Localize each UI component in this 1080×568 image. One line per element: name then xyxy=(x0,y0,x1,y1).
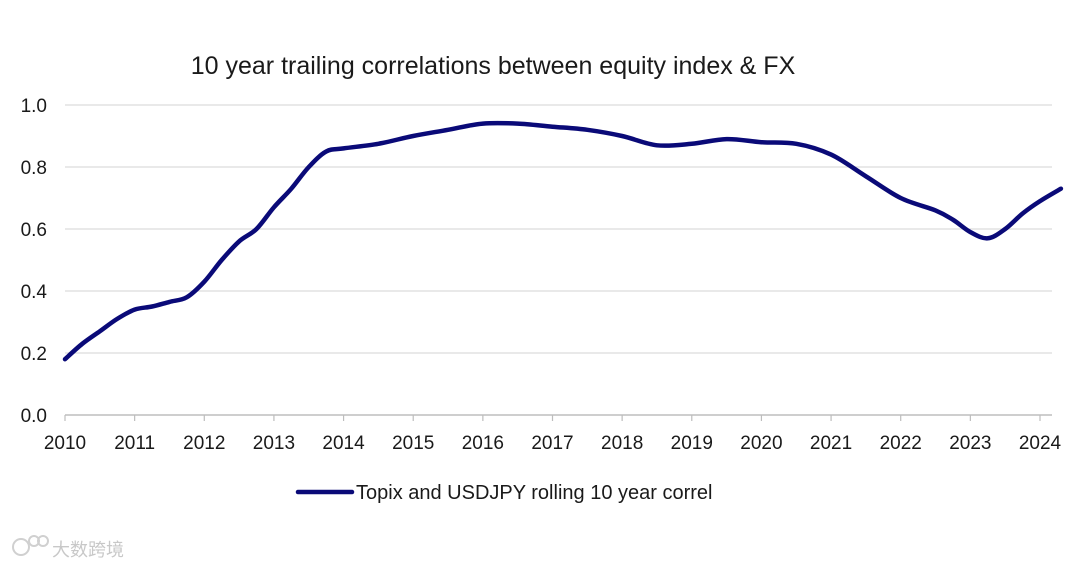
x-tick-label: 2020 xyxy=(740,433,782,454)
x-tick-label: 2017 xyxy=(531,433,573,454)
watermark-text: 大数跨境 xyxy=(52,540,124,561)
x-axis: 2010 2011 2012 2013 2014 2015 2016 2017 2018 2019… xyxy=(44,415,1062,454)
grid xyxy=(65,104,1052,416)
x-tick-label: 2023 xyxy=(949,433,991,454)
legend: Topix and USDJPY rolling 10 year correl xyxy=(295,482,712,504)
chat-bubble-logo-icon xyxy=(12,535,49,556)
x-tick-label: 2014 xyxy=(322,433,365,454)
x-tick-label: 2018 xyxy=(601,433,643,454)
x-tick-label: 2024 xyxy=(1019,433,1062,454)
x-tick-label: 2015 xyxy=(392,433,434,454)
x-tick-label: 2013 xyxy=(253,433,295,454)
series-group xyxy=(62,120,1064,362)
x-tick-label: 2011 xyxy=(114,433,155,454)
y-tick-label: 0.6 xyxy=(21,220,47,241)
y-tick-label: 0.8 xyxy=(21,158,47,179)
series-line xyxy=(62,120,1064,362)
x-tick-label: 2016 xyxy=(462,433,504,454)
y-axis: 0.0 0.2 0.4 0.6 0.8 1.0 xyxy=(21,96,48,427)
y-tick-label: 0.4 xyxy=(21,282,48,303)
x-tick-label: 2010 xyxy=(44,433,86,454)
y-tick-label: 0.2 xyxy=(21,344,47,365)
legend-label: Topix and USDJPY rolling 10 year correl xyxy=(356,482,712,504)
x-tick-label: 2021 xyxy=(810,433,852,454)
y-tick-label: 0.0 xyxy=(21,406,47,427)
x-tick-label: 2022 xyxy=(880,433,922,454)
x-tick-label: 2019 xyxy=(671,433,713,454)
x-tick-label: 2012 xyxy=(183,433,225,454)
watermark: 大数跨境 xyxy=(12,535,124,561)
chart-title: 10 year trailing correlations between eq… xyxy=(191,52,796,80)
y-tick-label: 1.0 xyxy=(21,96,47,117)
